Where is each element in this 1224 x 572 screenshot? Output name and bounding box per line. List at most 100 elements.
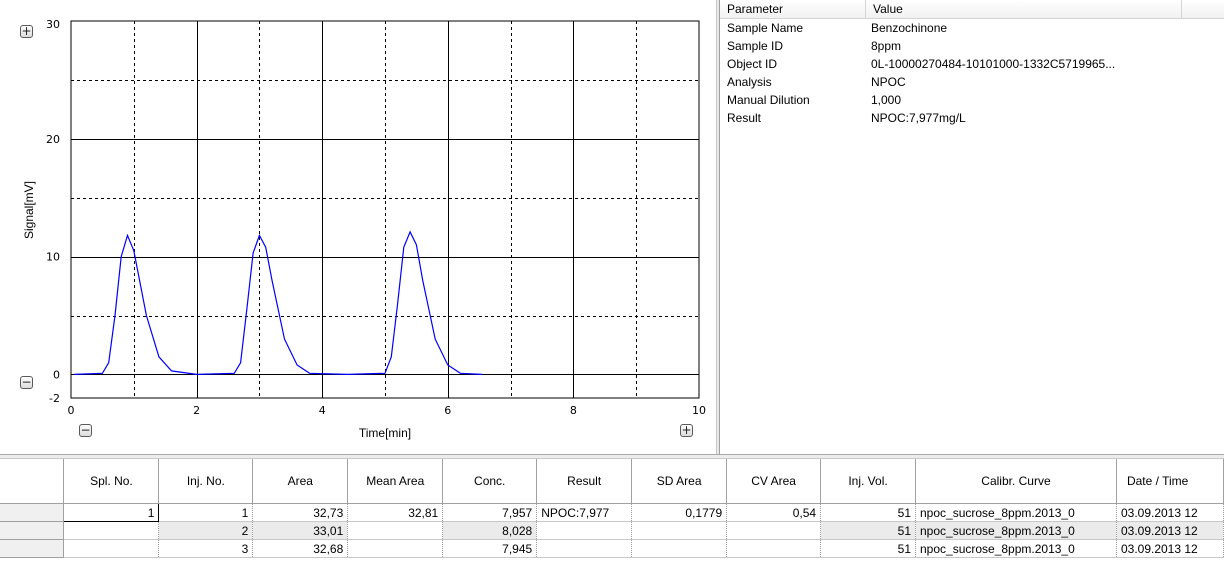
x-tick-label: 8 [570, 404, 577, 417]
x-tick-label: 0 [68, 404, 75, 417]
row-header[interactable] [0, 521, 65, 540]
x-tick-label: 10 [692, 404, 706, 417]
axis-ticks: 0 2 4 6 8 10 -2 0 10 20 30 [46, 18, 706, 417]
x-axis-label: Time[min] [359, 426, 411, 440]
column-header[interactable]: Result [536, 459, 633, 504]
column-header[interactable]: Date / Time [1116, 459, 1224, 504]
vertical-splitter[interactable] [716, 0, 720, 454]
value-column-header[interactable]: Value [866, 0, 1182, 18]
table-row[interactable]: 3 32,68 7,945 51 npoc_sucrose_8ppm.2013_… [0, 539, 1224, 558]
parameter-value: NPOC [871, 75, 906, 89]
header-row: Spl. No. Inj. No. Area Mean Area Conc. R… [0, 459, 1224, 504]
parameter-name: Analysis [727, 75, 772, 89]
x-tick-label: 6 [444, 404, 451, 417]
column-header[interactable]: Conc. [442, 459, 538, 504]
parameter-row[interactable]: Manual Dilution 1,000 [720, 91, 1224, 109]
parameter-row[interactable]: Sample ID 8ppm [720, 37, 1224, 55]
parameter-value: 8ppm [871, 39, 902, 53]
parameter-row[interactable]: Result NPOC:7,977mg/L [720, 109, 1224, 127]
parameter-name: Manual Dilution [727, 93, 810, 107]
empty-column-header [1182, 0, 1224, 18]
table-cell[interactable]: 1 [63, 503, 160, 522]
column-header[interactable]: Mean Area [347, 459, 444, 504]
parameter-value: 1,000 [871, 93, 902, 107]
parameter-name: Sample ID [727, 39, 784, 53]
table-cell[interactable]: 1 [158, 503, 254, 522]
table-cell[interactable] [63, 521, 160, 540]
results-grid: Spl. No. Inj. No. Area Mean Area Conc. R… [0, 459, 1224, 572]
parameter-name: Object ID [727, 57, 778, 71]
parameter-row[interactable]: Sample Name Benzochinone [720, 19, 1224, 37]
column-header[interactable]: SD Area [631, 459, 728, 504]
table-cell[interactable]: 8,028 [442, 521, 538, 540]
parameter-value: 0L-10000270484-10101000-1332C5719965... [871, 57, 1116, 71]
table-cell[interactable]: npoc_sucrose_8ppm.2013_0 [915, 503, 1117, 522]
table-cell[interactable]: NPOC:7,977 [536, 503, 633, 522]
parameter-name: Result [727, 111, 762, 125]
horizontal-splitter[interactable] [0, 454, 1224, 459]
parameter-row[interactable]: Analysis NPOC [720, 73, 1224, 91]
table-cell[interactable] [726, 521, 822, 540]
parameter-panel: Parameter Value Sample Name Benzochinone… [720, 0, 1224, 454]
grid-lines [71, 21, 699, 398]
row-header[interactable] [0, 503, 65, 522]
table-cell[interactable] [631, 521, 728, 540]
table-cell[interactable]: 51 [820, 521, 916, 540]
parameter-value: Benzochinone [871, 21, 948, 35]
table-cell[interactable]: 33,01 [252, 521, 349, 540]
column-header[interactable]: Inj. Vol. [820, 459, 916, 504]
column-header[interactable]: Spl. No. [63, 459, 160, 504]
parameter-list: Sample Name Benzochinone Sample ID 8ppm … [720, 19, 1224, 127]
signal-series-line [74, 230, 483, 376]
column-header[interactable]: Calibr. Curve [915, 459, 1117, 504]
table-cell[interactable] [347, 521, 444, 540]
corner-cell[interactable] [0, 459, 65, 504]
parameter-row[interactable]: Object ID 0L-10000270484-10101000-1332C5… [720, 55, 1224, 73]
column-header[interactable]: Inj. No. [158, 459, 254, 504]
y-tick-label: 20 [46, 133, 60, 146]
y-axis-label: Signal[mV] [22, 181, 36, 239]
table-cell[interactable] [631, 539, 728, 558]
parameter-value: NPOC:7,977mg/L [871, 111, 966, 125]
table-cell[interactable]: 7,945 [442, 539, 538, 558]
table-cell[interactable]: 03.09.2013 12 [1116, 521, 1224, 540]
table-cell[interactable] [63, 539, 160, 558]
table-cell[interactable]: 0,1779 [631, 503, 728, 522]
table-cell[interactable]: 32,81 [347, 503, 444, 522]
results-table: Spl. No. Inj. No. Area Mean Area Conc. R… [0, 459, 1224, 558]
table-cell[interactable] [536, 539, 633, 558]
column-header[interactable]: CV Area [726, 459, 822, 504]
table-cell[interactable]: 0,54 [726, 503, 822, 522]
zoom-out-y-button[interactable]: − [20, 375, 33, 389]
parameter-name: Sample Name [727, 21, 804, 35]
chromatogram-panel: 0 2 4 6 8 10 -2 0 10 20 30 Signal[mV] Time[min] + … [0, 0, 716, 454]
table-cell[interactable]: 03.09.2013 12 [1116, 539, 1224, 558]
row-header[interactable] [0, 539, 65, 558]
table-cell[interactable]: 51 [820, 503, 916, 522]
table-row[interactable]: 1 1 32,73 32,81 7,957 NPOC:7,977 0,1779 … [0, 503, 1224, 522]
chromatogram-chart: 0 2 4 6 8 10 -2 0 10 20 30 Signal[mV] Time[min] [22, 18, 706, 440]
x-tick-label: 2 [193, 404, 200, 417]
table-cell[interactable]: 3 [158, 539, 254, 558]
y-tick-label: -2 [49, 392, 60, 405]
table-cell[interactable]: 03.09.2013 12 [1116, 503, 1224, 522]
table-cell[interactable]: 51 [820, 539, 916, 558]
y-tick-label: 10 [46, 251, 60, 264]
y-tick-label: 30 [46, 18, 60, 31]
parameter-column-header[interactable]: Parameter [720, 0, 866, 18]
table-cell[interactable]: 32,73 [252, 503, 349, 522]
table-cell[interactable] [726, 539, 822, 558]
table-cell[interactable] [536, 521, 633, 540]
table-row[interactable]: 2 33,01 8,028 51 npoc_sucrose_8ppm.2013_… [0, 521, 1224, 540]
x-tick-label: 4 [319, 404, 326, 417]
table-cell[interactable] [347, 539, 444, 558]
table-cell[interactable]: 2 [158, 521, 254, 540]
zoom-in-x-button[interactable]: + [680, 423, 693, 437]
zoom-out-x-button[interactable]: − [79, 423, 92, 437]
table-cell[interactable]: 32,68 [252, 539, 349, 558]
column-header[interactable]: Area [252, 459, 349, 504]
zoom-in-y-button[interactable]: + [20, 24, 33, 38]
table-cell[interactable]: npoc_sucrose_8ppm.2013_0 [915, 521, 1117, 540]
table-cell[interactable]: npoc_sucrose_8ppm.2013_0 [915, 539, 1117, 558]
table-cell[interactable]: 7,957 [442, 503, 538, 522]
